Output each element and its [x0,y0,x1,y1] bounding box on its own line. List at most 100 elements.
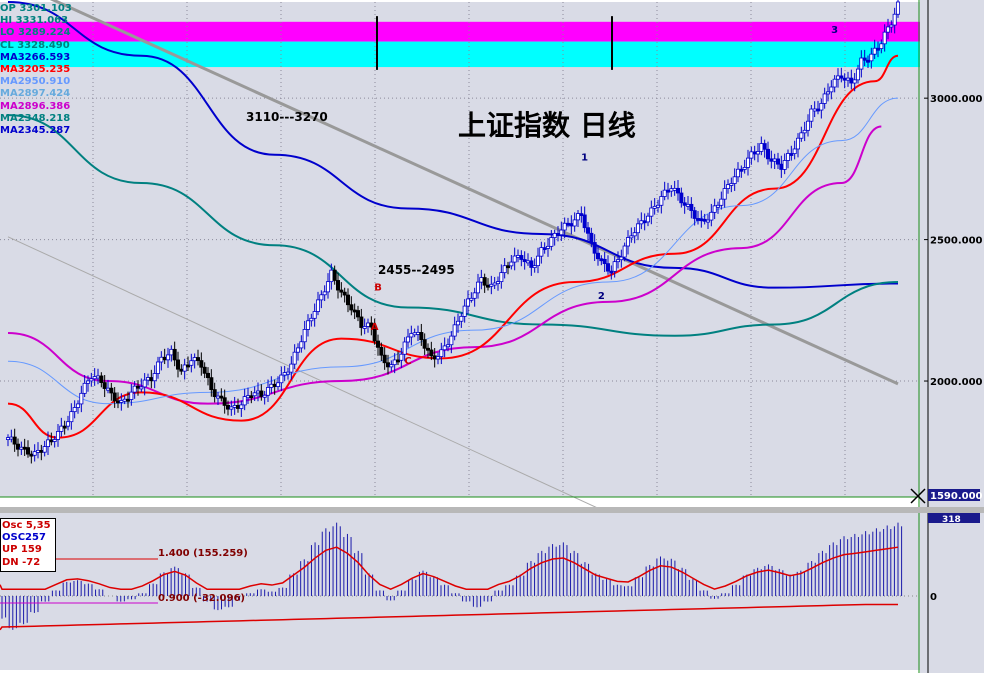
candle-body [9,436,14,440]
candle-body [489,283,494,287]
candle-body [556,232,561,236]
candle-body [405,336,410,343]
candle-body [532,265,537,269]
candle-body [666,189,671,193]
candle-body [826,91,831,95]
candle-body [792,148,797,154]
candle-body [235,405,240,409]
pane-splitter [0,507,984,513]
candle-body [459,315,464,322]
candle-body [729,183,734,186]
candle-body [509,261,514,267]
candle-body [6,437,11,441]
candle-body [169,348,174,356]
candle-body [212,389,217,398]
candle-body [289,363,294,373]
candle-body [776,158,781,165]
candle-body [292,351,297,365]
candle-body [165,354,170,361]
candle-body [359,316,364,328]
candle-body [469,297,474,301]
candle-body [626,237,631,247]
candle-body [849,77,854,84]
candle-body [752,151,757,155]
candle-body [519,255,524,260]
candle-body [135,385,140,389]
candle-body [76,403,81,408]
candle-body [132,385,137,393]
ma-legend-item: MA2348.218 [0,112,71,124]
candle-body [29,453,34,457]
candle-body [582,214,587,229]
candle-body [439,349,444,357]
candle-body [766,148,771,160]
candle-body [242,396,247,406]
candle-body [772,158,777,162]
ohlc-ma-legend: OP 3301.103 HI 3331.063 LO 3289.224 CL 3… [0,3,72,137]
wave-label: 3 [831,25,838,36]
candle-body [536,255,541,267]
candle-body [739,168,744,172]
candle-body [419,332,424,341]
candle-body [806,120,811,131]
candle-body [36,449,41,453]
candle-body [669,188,674,192]
candle-body [869,53,874,62]
candle-body [415,332,420,335]
candle-body [889,24,894,28]
candle-body [692,210,697,219]
candle-body [576,213,581,221]
candle-body [802,129,807,134]
ohlc-lo: LO 3289.224 [0,27,71,39]
candle-body [249,395,254,399]
candle-body [789,153,794,156]
resistance-label: 3110---3270 [246,110,328,124]
candle-body [702,218,707,222]
candle-body [559,229,564,236]
candle-body [686,203,691,207]
candle-body [822,93,827,104]
candle-body [846,77,851,81]
candle-body [72,407,77,413]
candle-body [872,47,877,55]
candle-body [852,79,857,84]
candle-body [769,158,774,162]
candle-body [552,232,557,238]
candle-body [109,387,114,394]
candle-body [892,13,897,26]
candle-body [99,375,104,383]
candle-body [472,292,477,299]
candle-body [155,361,160,374]
candle-body [876,47,881,51]
candle-body [619,256,624,261]
candle-body [432,355,437,360]
candle-body [742,167,747,170]
candle-body [362,326,367,329]
resistance-band [0,41,920,68]
candle-body [879,43,884,49]
candle-body [475,281,480,294]
moving-average-line [7,114,899,337]
ma-legend-item: MA2950.910 [0,76,71,88]
candle-body [345,294,350,306]
candle-body [429,349,434,357]
candle-body [449,335,454,346]
candle-body [756,151,761,155]
candle-body [462,305,467,317]
moving-average-line [7,97,899,405]
candle-body [189,360,194,366]
candle-body [512,255,517,263]
candle-body [295,347,300,353]
candle-body [632,232,637,237]
candle-body [116,400,121,404]
candle-body [265,387,270,396]
candle-body [786,153,791,161]
candle-body [262,394,267,398]
ma-legend-item: MA2896.386 [0,100,71,112]
candle-body [402,341,407,355]
candle-body [305,320,310,330]
candle-body [602,258,607,265]
candle-body [529,260,534,268]
candle-body [139,386,144,390]
